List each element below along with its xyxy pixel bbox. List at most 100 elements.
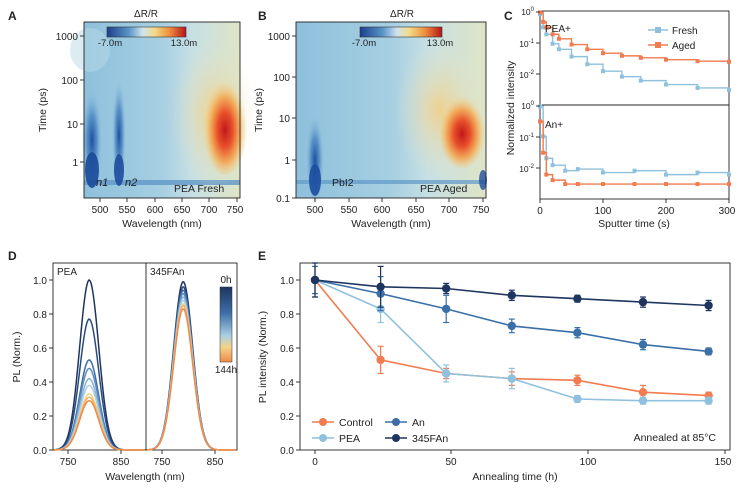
heatmap-b xyxy=(296,22,487,205)
legend-label-fresh: Fresh xyxy=(672,26,698,37)
data-point-345fan xyxy=(638,297,648,307)
y-tick-label-c: 10-1 xyxy=(519,39,534,49)
data-point-pea xyxy=(507,374,516,383)
series-line-fresh xyxy=(540,105,730,176)
legend-c: Fresh Aged xyxy=(648,26,698,52)
data-point-fresh xyxy=(664,82,668,87)
x-axis-label-b: Wavelength (nm) xyxy=(351,218,431,230)
data-point-pea xyxy=(442,369,451,378)
data-point-aged xyxy=(664,57,668,62)
x-ticks-b xyxy=(314,198,484,202)
series-group-c-top xyxy=(538,10,731,93)
x-tick-label-b: 650 xyxy=(408,205,425,216)
data-point-aged xyxy=(550,32,555,37)
data-point-fresh xyxy=(695,170,700,175)
data-point-aged xyxy=(601,182,605,187)
data-point-an xyxy=(573,328,582,337)
data-point-345fan xyxy=(573,294,582,303)
data-point-control xyxy=(573,376,582,385)
series-line-aged xyxy=(540,11,730,62)
heatmap-a xyxy=(70,22,255,198)
colorbar-title-b: ΔR/R xyxy=(390,9,414,20)
colorbar-b xyxy=(359,26,443,38)
y-tick-label-a: 1 xyxy=(72,158,78,169)
data-point-345fan xyxy=(310,275,320,285)
y-tick-label-c: 100 xyxy=(521,7,534,17)
panel-letter-a: A xyxy=(8,9,17,23)
data-point-345fan xyxy=(507,291,516,300)
x-tick-label-a: 550 xyxy=(119,205,136,216)
panel-letter-c: C xyxy=(504,9,513,23)
y-tick-label-b: 100 xyxy=(273,73,290,84)
subplot-label-d-345fan: 345FAn xyxy=(150,267,184,278)
data-point-fresh xyxy=(541,25,546,30)
data-point-aged xyxy=(563,182,568,187)
series-group-e xyxy=(310,262,713,405)
y-tick-label-e: 1.0 xyxy=(280,276,294,287)
data-point-aged xyxy=(638,55,643,60)
y-tick-label-a: 100 xyxy=(61,76,78,87)
legend-label-345fan: 345FAn xyxy=(412,433,448,445)
data-point-fresh xyxy=(664,172,668,177)
annotation-n2: n2 xyxy=(125,177,137,189)
data-point-fresh xyxy=(556,47,561,52)
data-point-an xyxy=(507,321,516,331)
y-tick-label-d: 1.0 xyxy=(33,276,47,287)
data-point-aged xyxy=(664,182,668,187)
y-tick-label-d: 0.0 xyxy=(33,446,47,457)
x-tick-label-e: 0 xyxy=(312,457,318,468)
data-point-fresh xyxy=(563,168,568,173)
legend-marker-345fan xyxy=(392,434,400,442)
y-tick-label-c: 10-2 xyxy=(519,164,534,174)
x-ticks-a xyxy=(99,198,238,202)
legend-label-aged: Aged xyxy=(672,41,695,52)
y-tick-label-a: 1000 xyxy=(56,32,79,43)
x-tick-label-a: 700 xyxy=(201,205,218,216)
data-point-aged xyxy=(550,178,555,183)
x-ticks-d xyxy=(67,450,216,454)
panel-letter-d: D xyxy=(8,249,17,263)
y-tick-label-d: 0.2 xyxy=(33,412,47,423)
y-tick-label-b: 1000 xyxy=(268,32,291,43)
pl-spectrum-345fan xyxy=(146,307,236,451)
y-ticks-b xyxy=(292,35,296,199)
data-point-aged xyxy=(601,51,605,56)
x-tick-label-e: 50 xyxy=(445,457,457,468)
x-tick-label-c: 0 xyxy=(537,206,543,217)
panel-letter-e: E xyxy=(258,249,266,263)
data-point-control xyxy=(376,355,385,365)
x-tick-label-d: 850 xyxy=(113,457,130,468)
panel-letter-b: B xyxy=(258,9,267,23)
panel-d: D PEA 345FAn 0h 144h 0.0 0.2 0.4 0.6 0.8… xyxy=(8,249,238,483)
y-tick-label-c: 100 xyxy=(521,101,534,111)
plot-frame-d xyxy=(52,262,238,451)
y-tick-label-a: 10 xyxy=(67,120,79,131)
data-point-fresh xyxy=(695,85,700,90)
data-point-aged xyxy=(585,47,590,52)
legend-label-pea: PEA xyxy=(339,433,360,445)
data-point-aged xyxy=(727,182,731,187)
data-point-an xyxy=(704,347,713,356)
data-point-fresh xyxy=(619,74,624,79)
legend-label-an: An xyxy=(412,417,425,429)
x-tick-label-b: 700 xyxy=(441,205,458,216)
data-point-aged xyxy=(544,172,549,177)
y-tick-label-b: 10 xyxy=(279,114,291,125)
y-tick-label-d: 0.6 xyxy=(33,344,47,355)
panel-a: A ΔR/R -7.0m 13.0m 500 550 600 650 700 xyxy=(8,9,255,230)
subplot-label-an: An+ xyxy=(545,120,563,131)
data-point-fresh xyxy=(550,163,555,168)
panel-e: E 0.0 0.2 0.4 0.6 0.8 1.0 0 50 100 150 A… xyxy=(257,249,732,483)
annotation-n1: n1 xyxy=(96,177,108,189)
y-axis-label-e: PL intensity (Norm.) xyxy=(257,311,269,403)
y-tick-label-e: 0.0 xyxy=(280,446,294,457)
colorbar-min-a: -7.0m xyxy=(98,38,122,49)
x-tick-label-d: 750 xyxy=(154,457,171,468)
y-ticks-d xyxy=(49,279,53,451)
x-tick-label-a: 650 xyxy=(174,205,191,216)
sample-label-a: PEA Fresh xyxy=(174,183,224,195)
colorbar-max-a: 13.0m xyxy=(171,38,197,49)
y-axis-label-d: PL (Norm.) xyxy=(11,332,23,383)
colorbar-a xyxy=(106,26,187,38)
